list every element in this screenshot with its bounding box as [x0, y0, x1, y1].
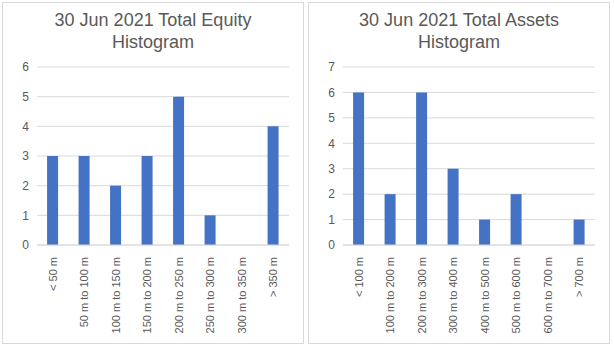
svg-text:4: 4 — [328, 137, 335, 151]
svg-text:100 m to 200 m: 100 m to 200 m — [384, 257, 396, 333]
svg-text:200 m to 300 m: 200 m to 300 m — [416, 257, 428, 333]
svg-text:300 m to 350 m: 300 m to 350 m — [236, 257, 248, 333]
svg-text:< 50 m: < 50 m — [47, 257, 59, 291]
svg-text:5: 5 — [22, 90, 29, 104]
svg-text:0: 0 — [328, 238, 335, 252]
svg-text:300 m to 400 m: 300 m to 400 m — [447, 257, 459, 333]
svg-text:2: 2 — [22, 179, 29, 193]
svg-text:2: 2 — [328, 187, 335, 201]
svg-text:50 m to 100 m: 50 m to 100 m — [78, 257, 90, 327]
svg-text:0: 0 — [22, 238, 29, 252]
svg-text:250 m to 300 m: 250 m to 300 m — [204, 257, 216, 333]
svg-text:> 350 m: > 350 m — [267, 257, 279, 297]
svg-text:4: 4 — [22, 120, 29, 134]
svg-text:7: 7 — [328, 60, 335, 74]
html-text:30 Jun 2021 Total Equity Histo: 30 Jun 2021 Total Equity Histogram — [54, 10, 252, 52]
svg-text:200 m to 250 m: 200 m to 250 m — [173, 257, 185, 333]
svg-text:150 m to 200 m: 150 m to 200 m — [141, 257, 153, 333]
svg-text:6: 6 — [22, 60, 29, 74]
svg-text:1: 1 — [328, 213, 335, 227]
svg-text:400 m to 500 m: 400 m to 500 m — [479, 257, 491, 333]
html-text:30 Jun 2021 Total Assets Histo: 30 Jun 2021 Total Assets Histogram — [359, 10, 559, 52]
svg-text:1: 1 — [22, 209, 29, 223]
svg-text:< 100 m: < 100 m — [353, 257, 365, 297]
svg-text:100 m to 150 m: 100 m to 150 m — [110, 257, 122, 333]
svg-text:500 m to 600 m: 500 m to 600 m — [510, 257, 522, 333]
svg-text:3: 3 — [22, 149, 29, 163]
svg-text:> 700 m: > 700 m — [573, 257, 585, 297]
svg-text:5: 5 — [328, 111, 335, 125]
svg-text:600 m to 700 m: 600 m to 700 m — [542, 257, 554, 333]
svg-text:6: 6 — [328, 86, 335, 100]
svg-text:3: 3 — [328, 162, 335, 176]
